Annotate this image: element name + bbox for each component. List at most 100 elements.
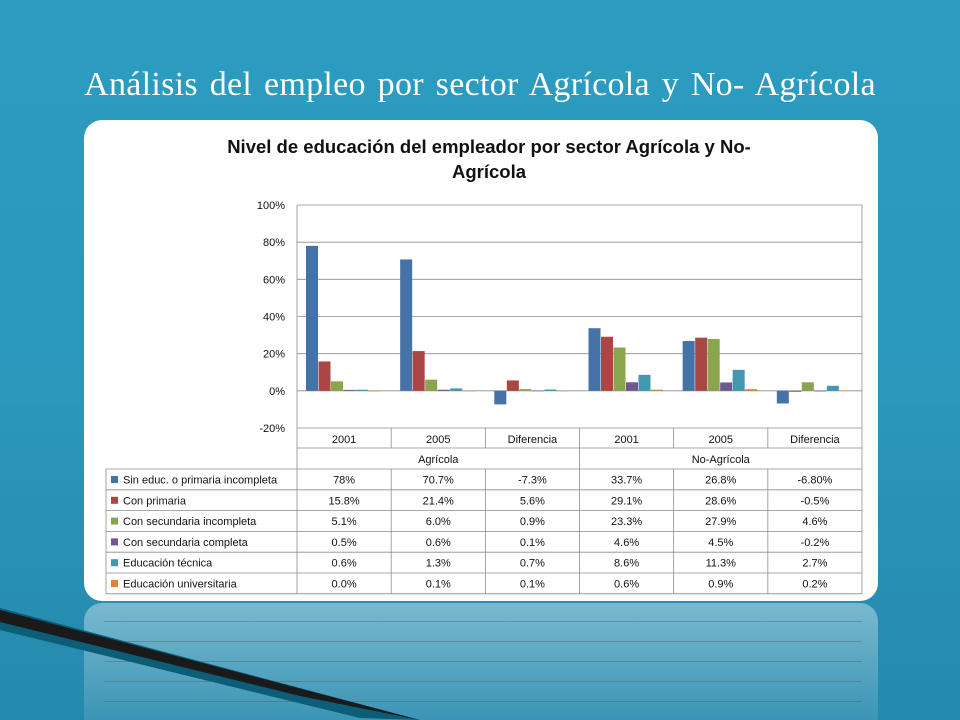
bar bbox=[318, 361, 331, 391]
bar bbox=[437, 389, 450, 391]
table-value: 21.4% bbox=[423, 495, 454, 507]
bar bbox=[695, 337, 708, 391]
x-category-label: 2005 bbox=[426, 434, 450, 446]
legend-swatch bbox=[111, 580, 118, 587]
table-value: 29.1% bbox=[611, 495, 642, 507]
y-tick-label: 20% bbox=[263, 349, 285, 361]
bar bbox=[789, 390, 802, 392]
legend-label: Con secundaria incompleta bbox=[123, 516, 257, 528]
bar bbox=[412, 351, 425, 391]
table-value: 4.6% bbox=[614, 537, 639, 549]
table-value: 6.0% bbox=[426, 516, 451, 528]
table-value: 5.1% bbox=[332, 516, 357, 528]
bar bbox=[720, 382, 733, 391]
table-value: 23.3% bbox=[611, 516, 642, 528]
bar bbox=[544, 389, 557, 391]
y-tick-label: 40% bbox=[263, 312, 285, 324]
y-tick-label: 0% bbox=[269, 386, 285, 398]
bar bbox=[814, 390, 827, 392]
legend-swatch bbox=[111, 538, 118, 546]
chart-title-line-1: Nivel de educación del empleador por sec… bbox=[227, 136, 751, 157]
legend-label: Con primaria bbox=[123, 495, 187, 507]
table-value: 1.3% bbox=[426, 558, 451, 570]
table-value: 4.5% bbox=[708, 537, 733, 549]
bar bbox=[494, 390, 507, 405]
table-value: 0.6% bbox=[614, 579, 639, 591]
x-group-label: Agrícola bbox=[418, 454, 459, 466]
legend-swatch bbox=[111, 476, 118, 483]
legend-swatch bbox=[111, 517, 118, 525]
y-tick-label: 80% bbox=[263, 237, 285, 249]
table-value: 0.1% bbox=[426, 579, 451, 591]
bar bbox=[826, 385, 839, 391]
table-value: 0.9% bbox=[708, 579, 733, 591]
card-reflection bbox=[84, 603, 878, 720]
table-value: 78% bbox=[333, 475, 355, 487]
bar bbox=[450, 388, 463, 391]
table-value: 11.3% bbox=[706, 558, 737, 570]
bar bbox=[462, 390, 475, 392]
table-value: 0.6% bbox=[332, 558, 357, 570]
x-category-label: Diferencia bbox=[508, 434, 558, 446]
table-value: 70.7% bbox=[423, 475, 454, 487]
y-tick-label: 100% bbox=[257, 200, 285, 212]
chart-title-line-2: Agrícola bbox=[451, 161, 527, 182]
bar bbox=[601, 336, 613, 391]
table-value: -7.3% bbox=[518, 475, 547, 487]
bar bbox=[425, 379, 438, 391]
table-value: -6.80% bbox=[797, 475, 832, 487]
y-tick-label: -20% bbox=[259, 423, 285, 435]
table-value: 0.1% bbox=[520, 579, 545, 591]
legend-label: Educación universitaria bbox=[123, 579, 238, 591]
legend-swatch bbox=[111, 559, 118, 567]
legend-label: Sin educ. o primaria incompleta bbox=[123, 475, 278, 487]
chart-plot: 100% 80% 60% 40% 20% 0% -20% 2001 2005 Diferencia… bbox=[105, 200, 863, 595]
bar bbox=[306, 245, 318, 391]
bar bbox=[400, 259, 413, 391]
bar bbox=[651, 389, 663, 391]
bar bbox=[745, 389, 758, 391]
bar bbox=[682, 341, 695, 391]
table-value: -0.5% bbox=[801, 495, 830, 507]
table-value: 4.6% bbox=[802, 516, 827, 528]
x-group-label: No-Agrícola bbox=[692, 454, 751, 466]
table-value: 0.9% bbox=[520, 516, 545, 528]
legend-label: Educación técnica bbox=[123, 558, 213, 570]
chart-card: Nivel de educación del empleador por sec… bbox=[84, 120, 878, 601]
bar bbox=[368, 390, 381, 392]
bar bbox=[556, 390, 569, 392]
table-value: 15.8% bbox=[328, 495, 359, 507]
bar bbox=[613, 347, 626, 391]
bar bbox=[343, 389, 356, 391]
table-value: 27.9% bbox=[705, 516, 736, 528]
table-value: 0.1% bbox=[520, 537, 545, 549]
table-value: 0.7% bbox=[520, 558, 545, 570]
table-value: 8.6% bbox=[614, 558, 639, 570]
table-value: 5.6% bbox=[520, 495, 545, 507]
chart-title: Nivel de educación del empleador por sec… bbox=[174, 134, 804, 184]
bar bbox=[626, 382, 638, 391]
bar bbox=[638, 374, 651, 391]
bar bbox=[531, 390, 544, 392]
bar bbox=[707, 338, 720, 391]
table-value: 0.5% bbox=[332, 537, 357, 549]
bar bbox=[776, 390, 789, 404]
bar bbox=[506, 380, 519, 391]
table-value: 26.8% bbox=[705, 475, 736, 487]
table-value: -0.2% bbox=[801, 537, 830, 549]
x-category-label: Diferencia bbox=[790, 434, 840, 446]
bar bbox=[839, 390, 852, 392]
bar bbox=[331, 381, 343, 391]
bar bbox=[519, 389, 532, 391]
bar bbox=[801, 382, 814, 391]
x-category-label: 2005 bbox=[709, 434, 733, 446]
table-value: 0.6% bbox=[426, 537, 451, 549]
table-value: 2.7% bbox=[802, 558, 827, 570]
x-category-label: 2001 bbox=[332, 434, 356, 446]
slide-title: Análisis del empleo por sector Agrícola … bbox=[84, 66, 876, 103]
y-tick-label: 60% bbox=[263, 274, 285, 286]
x-category-label: 2001 bbox=[614, 434, 638, 446]
decorative-wedge bbox=[0, 608, 420, 720]
legend-swatch bbox=[111, 496, 118, 504]
table-value: 28.6% bbox=[705, 495, 736, 507]
